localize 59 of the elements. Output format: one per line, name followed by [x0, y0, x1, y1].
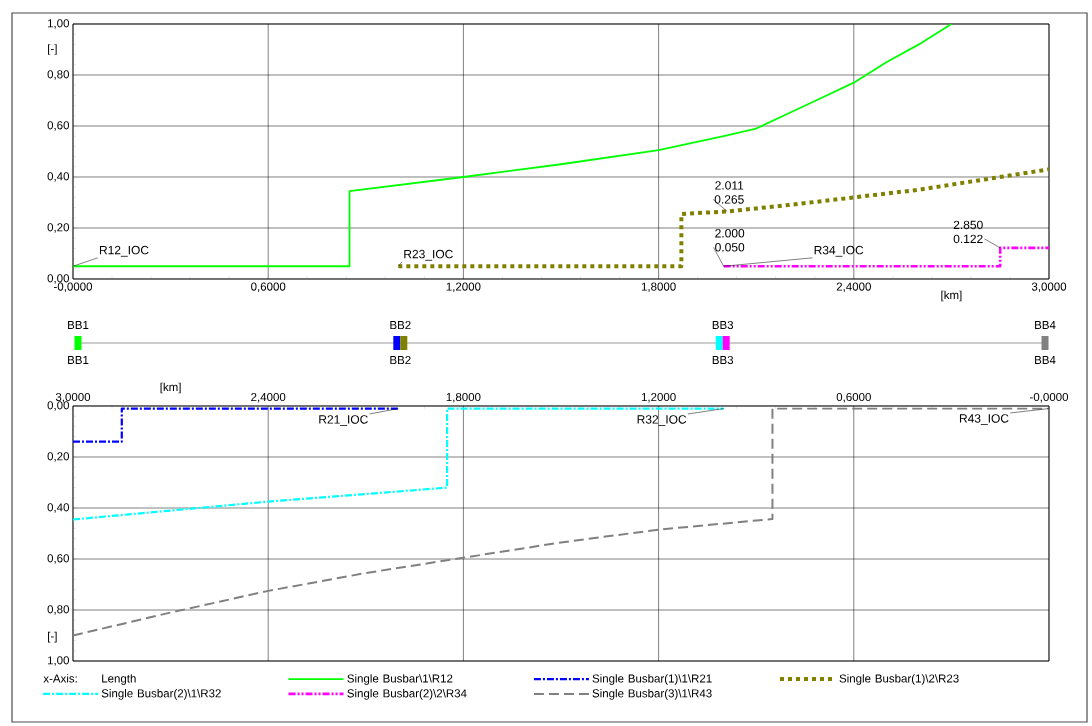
legend-label: Single Busbar(3)\1\R43 — [592, 688, 712, 700]
x-tick-label: 1,2000 — [446, 282, 481, 293]
annotation: R23_IOC — [404, 249, 453, 261]
annotation: 2.011 — [715, 181, 744, 190]
text: Single Busbar\1\R12 — [347, 674, 453, 685]
x-tick-label: 1,2000 — [641, 392, 676, 403]
y-tick-label: 0,80 — [47, 70, 70, 80]
text: Length — [102, 674, 136, 685]
text: Single Busbar(1)\2\R23 — [839, 674, 959, 685]
legend-label: Single Busbar(2)\1\R32 — [101, 688, 221, 700]
y-tick-label: 0,20 — [47, 452, 69, 462]
x-tick-label: 3,0000 — [55, 392, 91, 403]
line-series — [396, 167, 1050, 269]
y-tick-label: 0,00 — [47, 401, 69, 411]
x-axis-title: [km] — [160, 382, 181, 394]
line-series — [73, 24, 953, 268]
x-tick-label: 0,6000 — [251, 282, 286, 293]
text: BB3 — [712, 320, 734, 330]
x-tick-label: 0,6000 — [836, 392, 871, 403]
text: x-Axis: — [43, 674, 77, 683]
annotation: R32_IOC — [637, 415, 687, 426]
y-tick-label: 0,20 — [47, 223, 70, 233]
x-axis-title: [km] — [941, 290, 962, 302]
annotation: 0.265 — [714, 195, 744, 204]
annotation: 0.122 — [953, 234, 983, 244]
y-tick-label: 0,00 — [47, 274, 70, 284]
text: BB2 — [390, 355, 411, 365]
annotation: 2.000 — [715, 229, 745, 238]
y-tick-label: 1,00 — [47, 19, 70, 29]
y-tick-label: 0,40 — [47, 172, 70, 182]
x-tick-label: -0,0000 — [1030, 392, 1069, 403]
annotation: 0.050 — [715, 243, 745, 252]
annotation: R12_IOC — [99, 245, 149, 257]
y-tick-label: 0,60 — [47, 554, 69, 564]
y-tick-label: 0,40 — [47, 503, 69, 513]
y-axis-title: [-] — [48, 631, 57, 643]
text: BB3 — [712, 355, 734, 365]
y-axis-title: [-] — [48, 44, 57, 55]
x-tick-label: 1,8000 — [641, 282, 676, 293]
x-tick-label: 2,4000 — [251, 392, 286, 403]
y-tick-label: 0,60 — [47, 121, 70, 131]
y-tick-label: 1,00 — [47, 656, 69, 666]
text: BB1 — [68, 356, 89, 364]
text: BB2 — [390, 320, 411, 330]
text: BB4 — [1035, 356, 1056, 364]
text: BB1 — [68, 321, 89, 329]
annotation: 2.850 — [953, 220, 983, 230]
annotation: R34_IOC — [814, 245, 864, 257]
line-series — [72, 407, 725, 521]
legend-label: Single Busbar(1)\1\R21 — [592, 674, 712, 685]
x-tick-label: -0,0000 — [54, 282, 93, 293]
x-tick-label: 2,4000 — [836, 282, 871, 293]
x-tick-label: 1,8000 — [446, 392, 481, 403]
text: BB4 — [1035, 321, 1056, 329]
annotation: R43_IOC — [959, 414, 1009, 425]
annotation: R21_IOC — [319, 415, 368, 426]
text: Single Busbar(2)\2\R34 — [347, 688, 467, 700]
x-tick-label: 3,0000 — [1031, 282, 1067, 293]
y-tick-label: 0,80 — [47, 605, 69, 615]
